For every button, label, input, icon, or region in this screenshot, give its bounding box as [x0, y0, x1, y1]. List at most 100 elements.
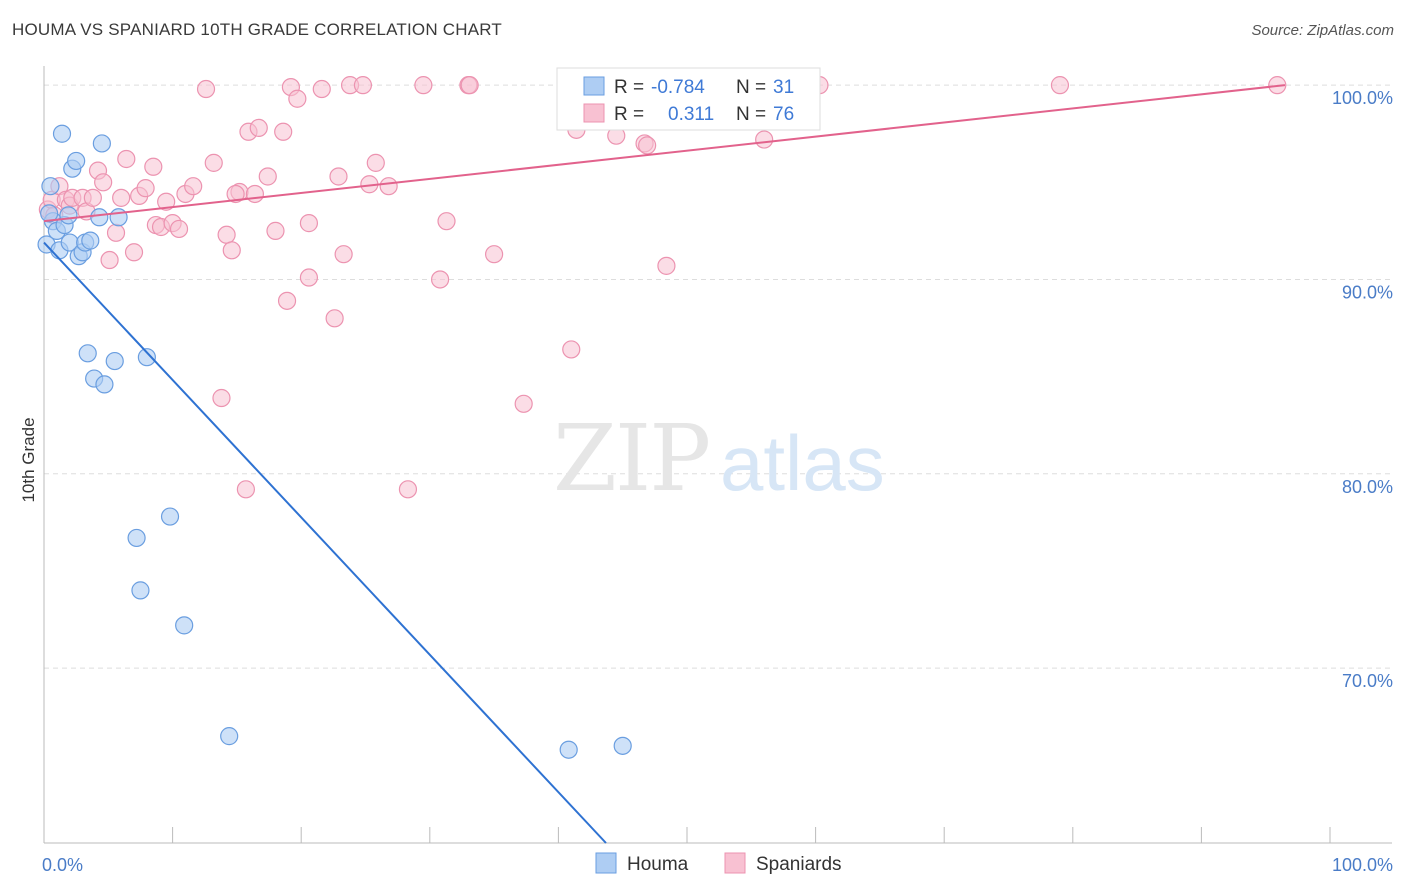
y-tick-label-3: 70.0% [1342, 671, 1393, 691]
stats-spaniards-n-value: 76 [773, 104, 794, 125]
spaniards-point-27 [196, 79, 216, 99]
spaniards-point-22 [157, 192, 176, 211]
houma-point-20 [105, 351, 124, 371]
spaniards-point-40 [288, 89, 307, 108]
spaniards-point-29 [217, 225, 236, 244]
houma-point-5 [52, 124, 72, 143]
spaniards-trend-line [43, 84, 1286, 223]
houma-point-1 [41, 177, 60, 196]
stats-spaniards-r-value: 0.311 [668, 104, 714, 125]
spaniards-point-15 [117, 149, 136, 169]
spaniards-point-72 [398, 480, 418, 499]
spaniards-point-18 [136, 179, 155, 198]
spaniards-point-50 [366, 153, 385, 172]
houma-point-27 [220, 727, 239, 746]
houma-point-7 [59, 206, 78, 225]
spaniards-point-44 [325, 309, 344, 328]
legend-houma-label: Houma [627, 854, 689, 875]
houma-point-21 [109, 208, 128, 227]
spaniards-point-41 [299, 268, 319, 287]
spaniards-point-11 [94, 173, 113, 192]
spaniards-point-75 [226, 184, 245, 204]
houma-trend-line [43, 241, 607, 844]
spaniards-point-9 [83, 188, 102, 207]
y-tick-label-2: 80.0% [1342, 477, 1393, 497]
spaniards-point-52 [414, 76, 433, 95]
spaniards-point-36 [266, 221, 285, 240]
stats-spaniards-r-label: R = [614, 104, 644, 125]
stats-houma-swatch [583, 76, 605, 96]
watermark-zip: ZIP [553, 405, 709, 512]
spaniards-point-19 [144, 157, 163, 176]
stats-spaniards-swatch [583, 103, 605, 123]
spaniards-point-24 [169, 219, 189, 239]
legend-spaniards-swatch [724, 852, 746, 874]
spaniards-point-58 [562, 340, 581, 359]
houma-point-24 [137, 348, 156, 367]
houma-point-26 [175, 616, 194, 635]
spaniards-point-46 [334, 245, 353, 264]
spaniards-point-16 [124, 243, 144, 262]
spaniards-point-68 [1050, 76, 1070, 95]
x-tick-label-1: 100.0% [1332, 855, 1393, 875]
houma-point-14 [78, 344, 97, 363]
houma-point-15 [81, 231, 100, 250]
legend-houma-swatch [595, 852, 617, 874]
houma-point-23 [131, 581, 150, 600]
spaniards-point-35 [258, 167, 277, 186]
y-tick-label-0: 100.0% [1332, 88, 1393, 108]
houma-point-29 [613, 736, 632, 755]
source-label: Source: ZipAtlas.com [1251, 22, 1394, 39]
spaniards-point-14 [112, 188, 131, 207]
y-tick-label-1: 90.0% [1342, 282, 1393, 302]
spaniards-point-70 [212, 388, 231, 408]
tick-labels: 100.0% 90.0% 80.0% 70.0% 0.0% 100.0% [42, 88, 1393, 875]
spaniards-point-28 [204, 153, 223, 172]
spaniards-point-30 [222, 241, 241, 260]
spaniards-point-48 [353, 76, 373, 95]
houma-point-25 [160, 507, 180, 526]
spaniards-point-45 [329, 167, 348, 186]
legend-spaniards-label: Spaniards [756, 854, 842, 875]
spaniards-point-26 [184, 177, 203, 196]
houma-point-28 [559, 740, 578, 759]
axes [43, 66, 1392, 844]
chart-title: HOUMA VS SPANIARD 10TH GRADE CORRELATION… [12, 20, 503, 39]
stats-houma-n-value: 31 [773, 77, 794, 98]
spaniards-point-66 [755, 130, 774, 149]
spaniards-point-13 [106, 223, 126, 242]
spaniards-point-73 [514, 394, 533, 413]
spaniards-point-43 [312, 79, 331, 99]
spaniards-point-37 [274, 122, 293, 141]
legend: Houma Spaniards [595, 852, 842, 875]
stats-houma-r-value: -0.784 [651, 77, 705, 98]
stats-houma-n-label: N = [736, 77, 766, 98]
spaniards-point-56 [460, 76, 479, 95]
spaniards-point-34 [249, 118, 268, 137]
houma-point-17 [90, 208, 109, 227]
spaniards-point-54 [437, 212, 456, 231]
stats-box: R = -0.784 N = 31 R = 0.311 N = 76 [556, 67, 821, 131]
y-axis-label: 10th Grade [19, 417, 38, 502]
spaniards-point-33 [245, 184, 265, 204]
trend-lines [43, 84, 1286, 844]
spaniards-point-38 [277, 291, 297, 310]
houma-point-22 [127, 528, 146, 548]
gridlines [44, 84, 1392, 669]
spaniards-point-64 [657, 256, 676, 275]
houma-point-18 [92, 134, 111, 153]
spaniards-point-71 [236, 480, 256, 499]
x-tick-label-0: 0.0% [42, 855, 83, 875]
watermark: ZIP atlas [553, 405, 885, 512]
houma-point-19 [95, 375, 114, 394]
houma-point-30 [40, 204, 59, 223]
series-houma [37, 124, 632, 759]
spaniards-point-57 [485, 245, 504, 264]
stats-spaniards-n-label: N = [736, 104, 766, 125]
spaniards-point-12 [100, 250, 119, 270]
watermark-atlas: atlas [720, 419, 885, 507]
houma-point-10 [67, 151, 86, 171]
spaniards-point-53 [430, 270, 450, 289]
spaniards-point-42 [299, 214, 319, 233]
